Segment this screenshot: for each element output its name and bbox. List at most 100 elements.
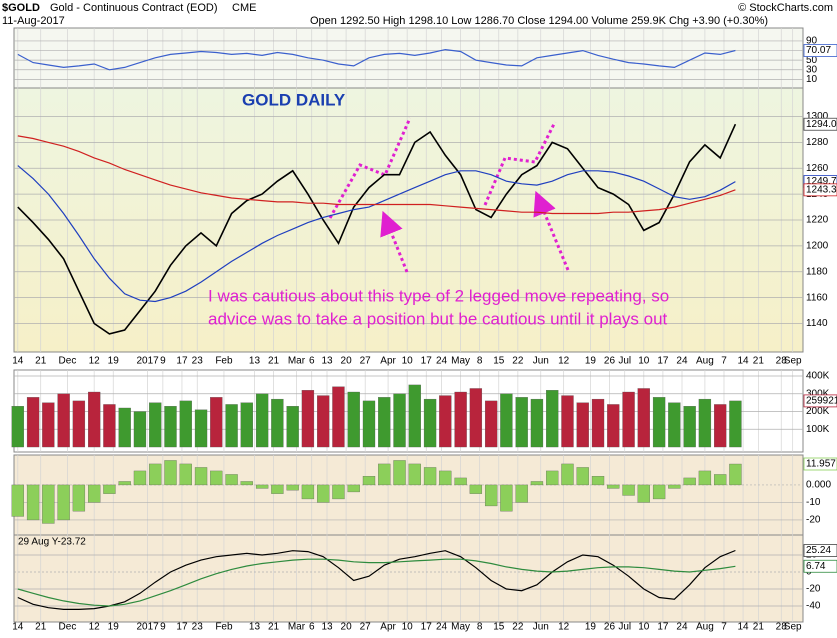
y-tick-label: 1220 — [806, 215, 829, 226]
y-tick-label: 50 — [806, 55, 818, 66]
bar — [164, 406, 177, 448]
bar — [500, 393, 513, 448]
series-line — [17, 165, 736, 303]
bar — [439, 470, 452, 486]
value-label-box — [803, 544, 837, 557]
symbol: $GOLD — [2, 2, 40, 14]
x-tick-label: Mar — [288, 356, 306, 367]
x-tick-label: 23 — [192, 356, 204, 367]
bar — [240, 481, 253, 486]
bar — [378, 397, 391, 448]
x-tick-label: 8 — [477, 356, 483, 367]
x-tick-label: 2017 — [136, 356, 159, 367]
bar — [210, 470, 223, 486]
bar — [484, 484, 498, 507]
x-tick-label: 21 — [753, 356, 765, 367]
bar — [179, 400, 192, 448]
y-tick-label: 1300 — [806, 111, 829, 122]
x-tick-label: 17 — [657, 356, 669, 367]
quote: Open 1292.50 High 1298.10 Low 1286.70 Cl… — [310, 15, 768, 27]
bar — [439, 395, 452, 448]
x-tick-label: 20 — [341, 622, 353, 633]
value-label: 70.07 — [806, 45, 831, 56]
bar — [72, 400, 86, 448]
bar — [194, 467, 208, 486]
y-tick-label: 1140 — [806, 318, 828, 329]
x-tick-label: Aug — [696, 356, 714, 367]
y-tick-label: 1180 — [806, 266, 828, 277]
x-tick-label: 24 — [676, 356, 688, 367]
bar — [591, 476, 605, 486]
bar — [26, 484, 40, 521]
bar — [286, 406, 299, 448]
bar — [561, 463, 574, 486]
x-tick-label: 7 — [721, 622, 727, 633]
y-tick-label: 1200 — [806, 241, 829, 252]
bar — [179, 463, 192, 486]
x-tick-label: 17 — [657, 622, 669, 633]
value-label-box — [803, 117, 837, 131]
value-label: 25.24 — [806, 545, 831, 556]
x-tick-label: 21 — [268, 622, 280, 633]
y-tick-label: 300K — [806, 388, 830, 399]
bar — [88, 484, 101, 503]
bar — [240, 402, 253, 448]
x-tick-label: Aug — [696, 622, 714, 633]
value-label-box — [803, 394, 837, 408]
bar — [103, 484, 116, 494]
oscillator-panel — [13, 454, 804, 536]
bar — [454, 391, 467, 448]
bar — [530, 481, 544, 486]
bar — [164, 460, 177, 486]
x-tick-label: 21 — [35, 356, 47, 367]
x-tick-label: 12 — [89, 622, 101, 633]
bar — [317, 484, 330, 503]
value-label: 6.74 — [806, 561, 826, 572]
x-tick-label: 27 — [360, 356, 372, 367]
exchange: CME — [232, 2, 256, 14]
x-tick-label: 21 — [268, 356, 280, 367]
x-tick-label: 19 — [585, 356, 597, 367]
pattern-leg — [483, 121, 557, 206]
bar — [301, 390, 315, 448]
bar — [576, 402, 589, 448]
bar — [332, 484, 345, 500]
x-tick-label: May — [451, 356, 470, 367]
bar — [530, 398, 544, 448]
x-tick-label: Dec — [59, 356, 77, 367]
x-tick-label: 17 — [176, 622, 188, 633]
x-tick-label: 10 — [638, 622, 650, 633]
x-tick-label: Jun — [533, 622, 549, 633]
value-label: 11.957 — [806, 459, 836, 470]
x-tick-label: 13 — [249, 356, 261, 367]
series-line — [17, 123, 737, 335]
bar — [561, 395, 574, 448]
bar — [362, 476, 376, 486]
x-tick-label: 2017 — [136, 622, 159, 633]
bar — [423, 467, 437, 486]
y-tick-label: 1280 — [806, 137, 829, 148]
bar — [546, 390, 559, 448]
x-tick-label: 17 — [421, 356, 433, 367]
bar — [271, 398, 284, 448]
x-tick-label: 21 — [35, 622, 47, 633]
x-tick-label: 26 — [604, 622, 616, 633]
bar — [652, 397, 666, 448]
x-tick-label: Sep — [784, 622, 802, 633]
y-tick-label: -20 — [806, 515, 821, 526]
bar — [576, 467, 589, 486]
value-label: 1243.3 — [806, 184, 837, 195]
bar — [408, 384, 421, 448]
x-tick-label: Apr — [380, 622, 396, 633]
y-tick-label: 30 — [806, 64, 818, 75]
x-tick-label: 6 — [309, 622, 315, 633]
value-label: 1294.0 — [806, 119, 837, 130]
bar — [133, 411, 147, 448]
x-tick-label: 8 — [477, 622, 483, 633]
instrument-name: Gold - Continuous Contract (EOD) — [50, 2, 218, 14]
bar — [118, 407, 131, 448]
y-tick-label: -10 — [806, 497, 821, 508]
value-label: 259921 — [806, 396, 837, 407]
